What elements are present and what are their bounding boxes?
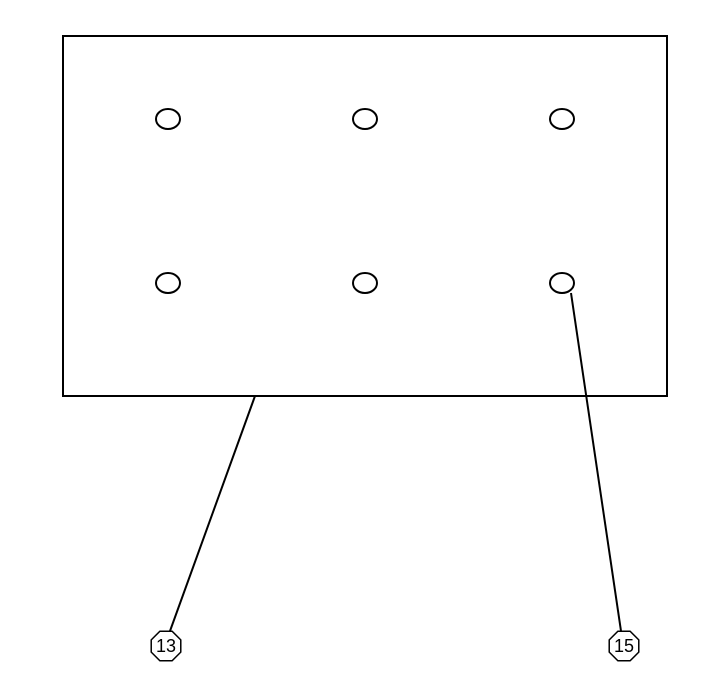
leader-line-1 [170,396,255,631]
hole-5 [353,273,377,293]
callout-number: 13 [156,636,176,656]
hole-4 [156,273,180,293]
leader-line-2 [571,293,621,631]
hole-2 [353,109,377,129]
callout-13: 13 [151,631,181,661]
diagram-canvas: 13 15 [0,0,710,674]
hole-1 [156,109,180,129]
callout-number: 15 [614,636,634,656]
callout-15: 15 [609,631,639,661]
hole-6 [550,273,574,293]
plate-outline [63,36,667,396]
hole-3 [550,109,574,129]
